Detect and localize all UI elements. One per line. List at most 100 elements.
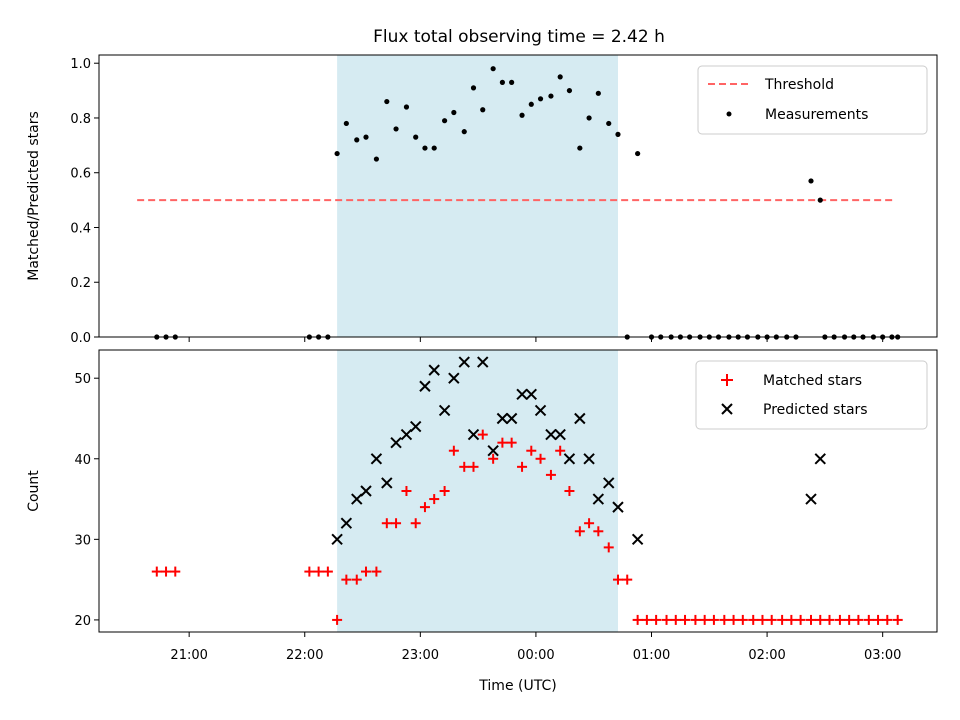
predicted-star-point: [583, 453, 595, 465]
x-tick-label: 23:00: [402, 648, 439, 663]
predicted-star-point: [487, 445, 499, 457]
predicted-star-point: [428, 364, 440, 376]
predicted-star-point: [505, 412, 518, 425]
matched-star-point: [322, 566, 333, 577]
y-tick-label: 20: [74, 614, 91, 629]
measurement-point: [566, 87, 573, 94]
predicted-star-point: [400, 428, 413, 441]
matched-star-point: [766, 614, 777, 625]
measurement-point: [442, 118, 448, 124]
measurement-point: [577, 145, 583, 151]
matched-star-point: [795, 614, 806, 625]
matched-star-point: [719, 614, 730, 625]
predicted-star-point: [390, 436, 402, 449]
matched-star-point: [545, 469, 556, 480]
matched-star-point: [564, 486, 575, 496]
matched-star-point: [661, 614, 672, 625]
predicted-star-point: [534, 404, 547, 417]
matched-star-point: [882, 614, 893, 625]
measurement-point: [519, 112, 525, 118]
measurement-point: [499, 79, 505, 85]
matched-star-point: [593, 526, 604, 537]
matched-star-point: [584, 518, 595, 529]
matched-star-point: [777, 614, 788, 625]
ratio-legend-box: [697, 65, 928, 135]
predicted-star-point: [496, 412, 509, 425]
matched-star-point: [526, 445, 537, 456]
count-panel-frame: [98, 349, 938, 633]
predicted-star-point: [458, 356, 470, 368]
matched-star-point: [468, 461, 479, 472]
matched-star-point: [391, 518, 402, 529]
predicted-star-point: [360, 485, 372, 497]
matched-star-point: [448, 445, 459, 456]
y-tick-label: 0.6: [70, 167, 91, 182]
matched-star-point: [863, 614, 874, 625]
y-tick-label: 0.8: [70, 112, 91, 127]
matched-star-point: [873, 614, 884, 625]
predicted-star-point: [545, 428, 557, 441]
measurement-point: [343, 120, 349, 127]
matched-star-point: [641, 614, 652, 625]
matched-star-point: [361, 566, 372, 577]
measurement-point: [403, 104, 410, 110]
count-legend-box: [695, 360, 928, 430]
measurement-point: [615, 131, 621, 137]
predicted-star-point: [381, 477, 393, 489]
legend-matched-label: Matched stars: [763, 373, 862, 389]
measurement-point: [431, 145, 437, 151]
predicted-star-point: [370, 453, 383, 465]
predicted-star-point: [525, 388, 537, 401]
predicted-star-point: [814, 453, 826, 465]
y-tick-label: 1.0: [70, 57, 91, 72]
legend-predicted-swatch: [721, 403, 733, 415]
predicted-star-point: [448, 372, 460, 384]
matched-star-point: [304, 566, 315, 577]
measurement-point: [817, 197, 823, 203]
measurement-point: [480, 107, 486, 113]
measurement-point: [422, 145, 428, 151]
matched-star-point: [555, 445, 566, 456]
matched-star-point: [834, 614, 845, 625]
predicted-star-point: [438, 404, 451, 417]
matched-star-point: [748, 614, 759, 625]
measurement-point: [808, 178, 814, 184]
measurement-point: [490, 66, 496, 72]
matched-star-point: [708, 614, 719, 625]
predicted-star-point: [603, 477, 615, 489]
matched-star-point: [690, 614, 701, 625]
predicted-star-point: [631, 533, 644, 546]
matched-star-point: [603, 542, 614, 553]
matched-star-point: [853, 614, 864, 625]
matched-star-point: [151, 566, 162, 577]
matched-star-point: [612, 574, 623, 585]
matched-star-point: [506, 437, 517, 448]
predicted-star-point: [554, 428, 566, 441]
legend-measurements-label: Measurements: [765, 107, 868, 123]
matched-star-point: [170, 566, 181, 577]
matched-star-point: [371, 566, 382, 577]
matched-star-point: [632, 614, 643, 625]
matched-star-point: [351, 574, 362, 585]
matched-star-point: [332, 614, 343, 625]
ratio-y-axis-label: Matched/Predicted stars: [26, 111, 42, 281]
matched-star-point: [892, 614, 903, 625]
count-panel: 20 30 40 50 21:00 22:00 23:00 00:00 01:00 02:00 0…: [26, 349, 938, 694]
matched-star-point: [680, 614, 691, 625]
x-tick-label: 00:00: [517, 648, 554, 663]
measurement-point: [354, 137, 360, 143]
measurement-point: [635, 150, 641, 157]
x-tick-label: 01:00: [633, 648, 670, 663]
y-tick-label: 0.2: [70, 276, 91, 291]
x-axis-label: Time (UTC): [478, 678, 556, 694]
measurement-point: [373, 156, 380, 162]
predicted-star-point: [351, 493, 363, 505]
measurement-point: [461, 129, 467, 135]
matched-star-point: [381, 518, 392, 529]
x-tick-label: 02:00: [748, 648, 785, 663]
measurement-point: [393, 126, 399, 132]
chart-title: Flux total observing time = 2.42 h: [373, 27, 665, 47]
ratio-panel-frame: [98, 54, 938, 338]
predicted-star-point: [574, 412, 586, 425]
y-tick-label: 50: [74, 372, 91, 387]
